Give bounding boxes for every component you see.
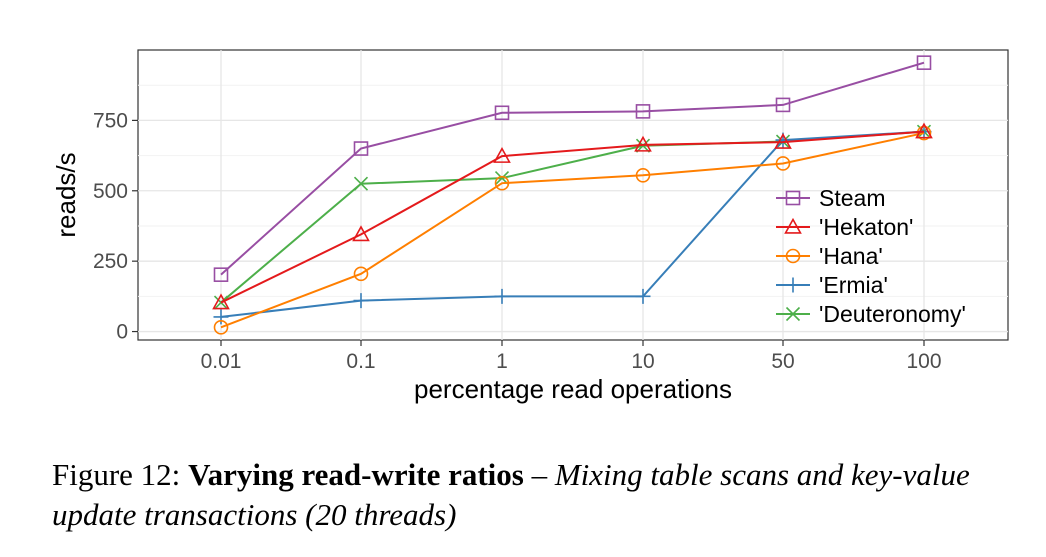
y-axis: 0 250 500 750 — [93, 109, 138, 344]
legend-label: 'Deuteronomy' — [819, 301, 966, 327]
legend-label: Steam — [819, 185, 885, 211]
plot-background — [137, 49, 1009, 341]
x-tick-label: 0.01 — [201, 350, 242, 373]
legend-label: 'Ermia' — [819, 272, 888, 298]
grid — [138, 50, 1008, 340]
data-point — [353, 293, 369, 309]
x-tick-label: 50 — [771, 350, 794, 373]
data-point — [775, 156, 791, 171]
data-point — [494, 288, 510, 304]
series-line — [220, 130, 925, 304]
legend: Steam 'Hekaton' 'Hana' 'Ermia' 'Deuteronomy' — [776, 185, 966, 327]
x-axis-title: percentage read operations — [414, 374, 732, 404]
figure-caption: Figure 12: Varying read-write ratios – M… — [52, 455, 1012, 535]
x-tick-label: 10 — [631, 350, 654, 373]
series-steam — [213, 55, 932, 282]
data-point — [353, 266, 369, 282]
legend-item: 'Hana' — [776, 243, 883, 269]
x-axis: 0.01 0.1 1 10 50 100 — [201, 340, 942, 373]
y-tick-label: 500 — [93, 180, 128, 203]
legend-label: 'Hekaton' — [819, 214, 913, 240]
line-chart: 0 250 500 750 0.01 0.1 1 10 50 100 percentage re… — [51, 49, 1009, 404]
series-hekaton — [212, 122, 933, 310]
series-layer — [212, 55, 933, 335]
data-point — [916, 55, 932, 70]
x-tick-label: 1 — [496, 350, 508, 373]
data-point — [494, 105, 510, 121]
data-point — [635, 104, 651, 119]
data-point — [213, 267, 229, 282]
legend-marker — [784, 217, 802, 234]
legend-item: 'Hekaton' — [776, 214, 913, 240]
data-point — [635, 167, 651, 183]
series-line — [220, 132, 925, 329]
data-point — [634, 135, 652, 152]
x-tick-label: 0.1 — [346, 350, 375, 373]
data-point — [494, 175, 510, 191]
legend-item: 'Ermia' — [776, 272, 888, 298]
legend-marker — [785, 277, 801, 293]
series-line — [220, 130, 925, 318]
y-tick-label: 250 — [93, 250, 128, 273]
y-tick-label: 0 — [116, 321, 128, 344]
data-point — [775, 97, 791, 113]
caption-prefix: Figure 12: — [52, 457, 181, 492]
series-ermia — [213, 124, 932, 325]
legend-marker — [785, 306, 801, 322]
caption-dash: – — [531, 457, 548, 492]
legend-label: 'Hana' — [819, 243, 883, 269]
data-point — [213, 309, 229, 325]
legend-marker — [785, 190, 801, 206]
y-axis-title: reads/s — [51, 152, 81, 237]
caption-description: Mixing table scans and key-value update … — [52, 457, 970, 532]
legend-item: Steam — [776, 185, 885, 211]
data-point — [353, 141, 369, 156]
data-point — [774, 132, 792, 149]
data-point — [493, 147, 511, 163]
x-tick-label: 100 — [906, 350, 941, 373]
data-point — [635, 288, 651, 304]
legend-item: 'Deuteronomy' — [776, 301, 966, 327]
series-line — [220, 61, 925, 276]
y-tick-label: 750 — [93, 109, 128, 132]
data-point — [915, 122, 933, 139]
data-point — [213, 320, 229, 335]
legend-marker — [785, 248, 801, 264]
data-point — [353, 176, 369, 191]
data-point — [212, 293, 230, 310]
caption-title: Varying read-write ratios — [188, 457, 524, 492]
data-point — [352, 225, 370, 242]
